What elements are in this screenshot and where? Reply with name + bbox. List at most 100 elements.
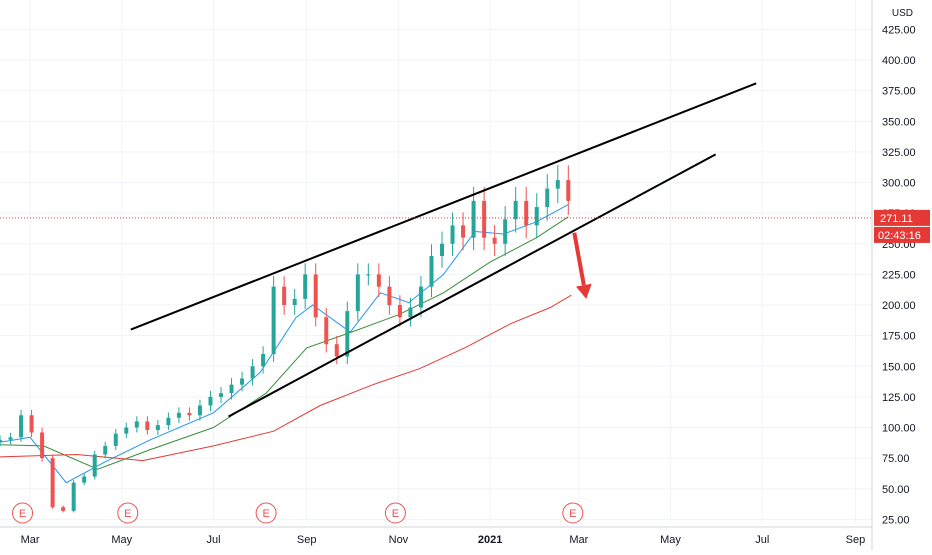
candle-body: [303, 274, 308, 299]
candle-body: [292, 298, 297, 306]
bearish-arrow-head[interactable]: [576, 283, 592, 299]
earnings-marker-label: E: [392, 508, 399, 520]
price-tick-label: 25.00: [882, 514, 910, 526]
price-tick-label: 150.00: [882, 361, 916, 373]
earnings-marker-label: E: [124, 508, 131, 520]
moving-average-line: [0, 216, 569, 470]
time-tick-label: May: [111, 534, 132, 546]
candle-body: [545, 188, 550, 208]
candle-body: [103, 445, 108, 455]
candle-body: [429, 256, 434, 287]
candle-body: [334, 344, 339, 357]
earnings-marker[interactable]: [255, 502, 277, 524]
candle-body: [471, 200, 476, 238]
candle-body: [71, 482, 76, 511]
trendlines[interactable]: [0, 82, 872, 418]
earnings-marker-label: E: [262, 508, 269, 520]
candle-body: [524, 200, 529, 226]
candle-body: [229, 384, 234, 394]
price-tick-label: 175.00: [882, 331, 916, 343]
candle-body: [555, 180, 560, 189]
candle-body: [450, 225, 455, 244]
moving-average-line: [0, 294, 572, 462]
candle-body: [250, 366, 255, 379]
candle-body: [492, 237, 497, 244]
price-axis[interactable]: 25.00 50.00 75.00 100.00 125.00 150.00 175.00 2…: [871, 0, 930, 550]
trendline[interactable]: [228, 153, 717, 418]
candle-body: [534, 207, 539, 226]
candle-body: [0, 439, 2, 443]
candle-body: [503, 219, 508, 244]
price-tick-label: 75.00: [882, 453, 910, 465]
price-tick-label: 100.00: [882, 423, 916, 435]
candle-body: [61, 507, 66, 511]
price-tick-label: 375.00: [882, 86, 916, 98]
candle-body: [82, 476, 87, 483]
time-tick-label: Nov: [389, 534, 409, 546]
candle-body: [208, 396, 213, 406]
candle-body: [440, 243, 445, 257]
time-tick-label: Jul: [206, 534, 220, 546]
price-tick-label: 350.00: [882, 116, 916, 128]
candle-body: [124, 427, 129, 434]
countdown-badge: [874, 226, 930, 243]
candle-body: [145, 421, 150, 430]
candle-body: [219, 393, 224, 397]
earnings-marker[interactable]: [562, 502, 584, 524]
candle-body: [155, 425, 160, 430]
price-tick-label: 200.00: [882, 300, 916, 312]
candle-body: [461, 225, 466, 238]
candle-body: [355, 274, 360, 312]
candle-body: [50, 458, 55, 508]
price-tick-label: 125.00: [882, 392, 916, 404]
trendline[interactable]: [130, 82, 757, 331]
last-price-value: 271.11: [880, 213, 913, 225]
candle-body: [166, 417, 171, 426]
candle-body: [397, 305, 402, 318]
time-axis[interactable]: Mar May Jul Sep Nov 2021 Mar May Jul Sep: [0, 526, 872, 546]
candle-body: [19, 415, 24, 438]
candle-body: [240, 378, 245, 385]
moving-averages: [0, 204, 572, 484]
price-tick-label: 300.00: [882, 178, 916, 190]
earnings-marker-label: E: [19, 508, 26, 520]
earnings-marker[interactable]: [12, 502, 34, 524]
countdown-value: 02:43:16: [878, 230, 921, 242]
last-price-badge[interactable]: [874, 209, 930, 226]
candle-body: [113, 433, 118, 446]
candle-body: [418, 286, 423, 308]
candle-body: [313, 274, 318, 318]
time-tick-label: Mar: [21, 534, 40, 546]
candle-body: [29, 415, 34, 433]
candle-body: [387, 286, 392, 306]
earnings-marker[interactable]: [384, 502, 406, 524]
candle-body: [366, 274, 371, 276]
time-tick-label: Mar: [569, 534, 588, 546]
earnings-marker-label: E: [569, 508, 576, 520]
bearish-arrow-shaft[interactable]: [572, 232, 586, 286]
currency-label: USD: [892, 8, 913, 19]
candle-body: [513, 200, 518, 220]
candle-body: [176, 412, 181, 418]
price-tick-label: 325.00: [882, 147, 916, 159]
time-tick-label: Sep: [846, 534, 866, 546]
earnings-marker[interactable]: [117, 502, 139, 524]
price-tick-label: 225.00: [882, 269, 916, 281]
candle-body: [40, 432, 45, 459]
time-tick-label: Sep: [297, 534, 317, 546]
candle-body: [271, 286, 276, 355]
candle-body: [134, 421, 139, 428]
candles: [0, 165, 571, 513]
grid: [0, 0, 872, 523]
time-tick-label: Jul: [755, 534, 769, 546]
time-tick-label: May: [660, 534, 681, 546]
candle-body: [282, 286, 287, 306]
candle-body: [566, 180, 571, 201]
candle-body: [261, 354, 266, 367]
candle-body: [187, 412, 192, 416]
candle-body: [408, 307, 413, 318]
candle-body: [8, 437, 13, 440]
